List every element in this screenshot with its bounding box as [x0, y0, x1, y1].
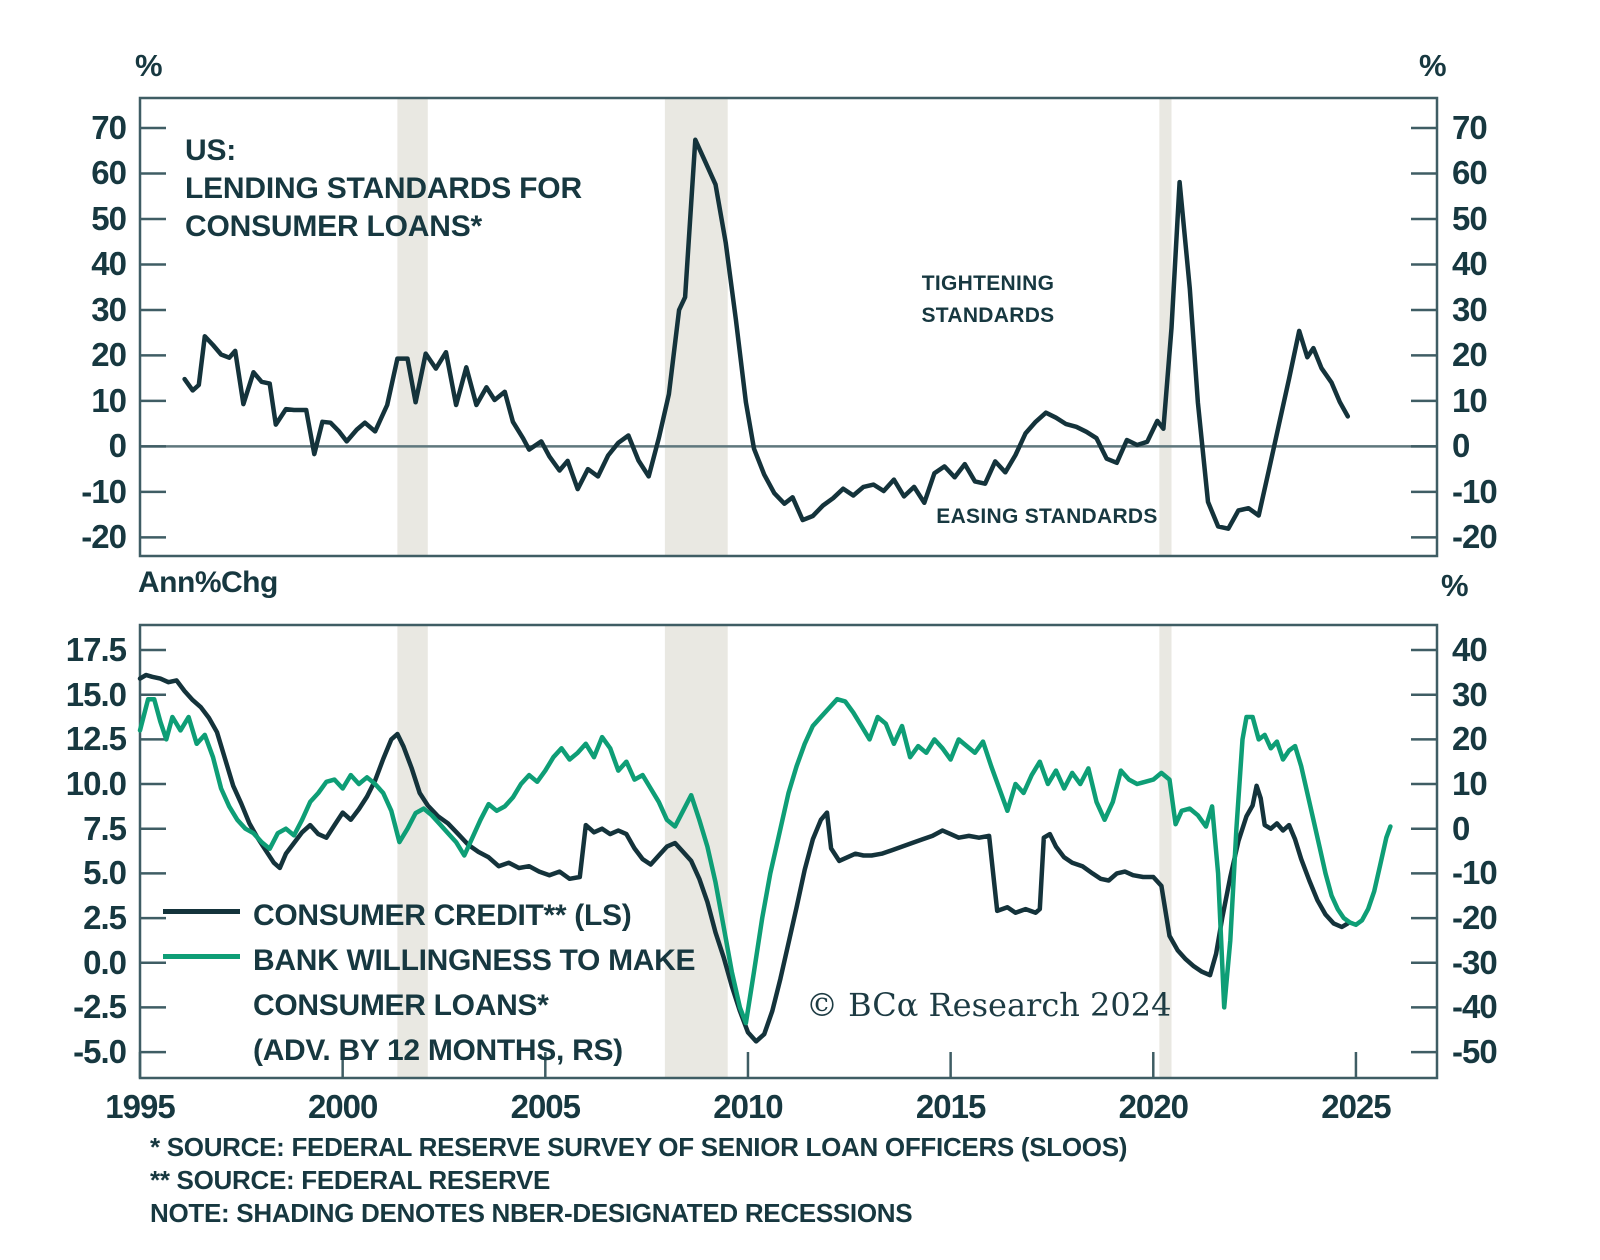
recession-band [664, 98, 728, 556]
bottom-panel-right-unit-label: % [1441, 568, 1469, 603]
x-axis-tick-label: 2005 [510, 1088, 581, 1125]
y-axis-tick-label-right: 30 [1452, 675, 1488, 713]
x-axis-tick-label: 2010 [713, 1088, 783, 1125]
bottom-panel-left-unit-label: Ann%Chg [138, 566, 278, 599]
x-axis-tick-label: 2000 [307, 1088, 378, 1125]
legend-item-consumer-credit: CONSUMER CREDIT** (LS) [163, 893, 695, 938]
y-axis-tick-label-right: -50 [1452, 1033, 1498, 1071]
y-axis-tick-label-right: -40 [1452, 988, 1498, 1026]
y-axis-tick-label-right: -10 [1452, 472, 1498, 510]
annotation-easing-standards: EASING STANDARDS [936, 505, 1158, 528]
y-axis-tick-label-left: 70 [91, 109, 127, 147]
y-axis-tick-label-left: 10 [91, 381, 127, 419]
chart-title: US: LENDING STANDARDS FOR CONSUMER LOANS… [185, 134, 582, 243]
annotation-tightening-standards: TIGHTENING STANDARDS [921, 272, 1055, 327]
y-axis-tick-label-left: 50 [91, 199, 127, 237]
legend: CONSUMER CREDIT** (LS) BANK WILLINGNESS … [163, 893, 696, 1073]
series-line-consumer-credit [137, 672, 1351, 1044]
footnote-source-fed: ** SOURCE: FEDERAL RESERVE [150, 1165, 551, 1195]
y-axis-tick-label-left: 15.0 [65, 675, 127, 713]
y-axis-tick-label-left: 30 [91, 290, 127, 328]
y-axis-tick-label-right: -10 [1452, 854, 1498, 892]
y-axis-tick-label-right: 20 [1452, 720, 1488, 758]
y-axis-tick-label-right: 40 [1452, 631, 1488, 669]
consumer-credit-line-swatch [163, 909, 240, 914]
y-axis-tick-label-left: -5.0 [73, 1033, 127, 1071]
x-axis-tick-label: 1995 [105, 1088, 175, 1125]
series-line-bank-willingness [137, 696, 1393, 1026]
recession-band [1159, 625, 1172, 1078]
footnote-recession-note: NOTE: SHADING DENOTES NBER-DESIGNATED RE… [150, 1198, 913, 1228]
panel-border [138, 623, 1439, 1080]
y-axis-tick-label-left: 10.0 [65, 765, 127, 803]
footnote-source-sloos: * SOURCE: FEDERAL RESERVE SURVEY OF SENI… [150, 1132, 1128, 1162]
y-axis-tick-label-left: 2.5 [83, 899, 127, 937]
recession-band [1159, 98, 1172, 556]
y-axis-tick-label-left: 5.0 [83, 854, 127, 892]
y-axis-tick-label-right: 10 [1452, 381, 1488, 419]
series-line-net-percent-tightening [182, 137, 1351, 531]
panel-border [138, 96, 1439, 558]
y-axis-tick-label-left: -20 [81, 518, 127, 556]
recession-band [397, 625, 428, 1078]
y-axis-tick-label-right: 0 [1452, 427, 1470, 465]
y-axis-tick-label-right: -20 [1452, 899, 1498, 937]
y-axis-tick-label-left: 7.5 [83, 809, 127, 847]
bank-willingness-line-swatch [163, 954, 240, 959]
y-axis-tick-label-left: -2.5 [73, 988, 127, 1026]
y-axis-tick-label-right: 70 [1452, 109, 1488, 147]
bca-research-watermark: © BCα Research 2024 [806, 986, 1172, 1024]
top-panel-left-unit-label: % [135, 48, 163, 83]
y-axis-tick-label-right: -30 [1452, 943, 1498, 981]
y-axis-tick-label-right: 30 [1452, 290, 1488, 328]
y-axis-tick-label-left: 17.5 [65, 631, 127, 669]
y-axis-tick-label-right: 50 [1452, 199, 1488, 237]
recession-band [664, 625, 728, 1078]
footnotes: * SOURCE: FEDERAL RESERVE SURVEY OF SENI… [150, 1131, 1127, 1230]
recession-band [397, 98, 428, 556]
y-axis-tick-label-right: 60 [1452, 154, 1488, 192]
y-axis-tick-label-left: 40 [91, 245, 127, 283]
legend-item-bank-willingness: BANK WILLINGNESS TO MAKE CONSUMER LOANS*… [163, 938, 696, 1073]
top-panel-right-unit-label: % [1419, 48, 1447, 83]
y-axis-tick-label-right: 40 [1452, 245, 1488, 283]
x-axis-tick-label: 2015 [915, 1088, 986, 1125]
y-axis-tick-label-left: 12.5 [65, 720, 127, 758]
y-axis-tick-label-left: 0.0 [83, 943, 127, 981]
legend-label-bank-willingness: BANK WILLINGNESS TO MAKE CONSUMER LOANS*… [253, 944, 696, 1067]
y-axis-tick-label-left: -10 [81, 472, 127, 510]
y-axis-tick-label-left: 0 [108, 427, 127, 465]
y-axis-tick-label-right: -20 [1452, 518, 1498, 556]
y-axis-tick-label-left: 60 [91, 154, 127, 192]
y-axis-tick-label-right: 20 [1452, 336, 1488, 374]
x-axis-tick-label: 2020 [1118, 1088, 1189, 1125]
y-axis-tick-label-left: 20 [91, 336, 127, 374]
y-axis-tick-label-right: 10 [1452, 765, 1488, 803]
y-axis-tick-label-right: 0 [1452, 809, 1470, 847]
x-axis-tick-label: 2025 [1321, 1088, 1391, 1125]
legend-label-consumer-credit: CONSUMER CREDIT** (LS) [253, 899, 632, 932]
